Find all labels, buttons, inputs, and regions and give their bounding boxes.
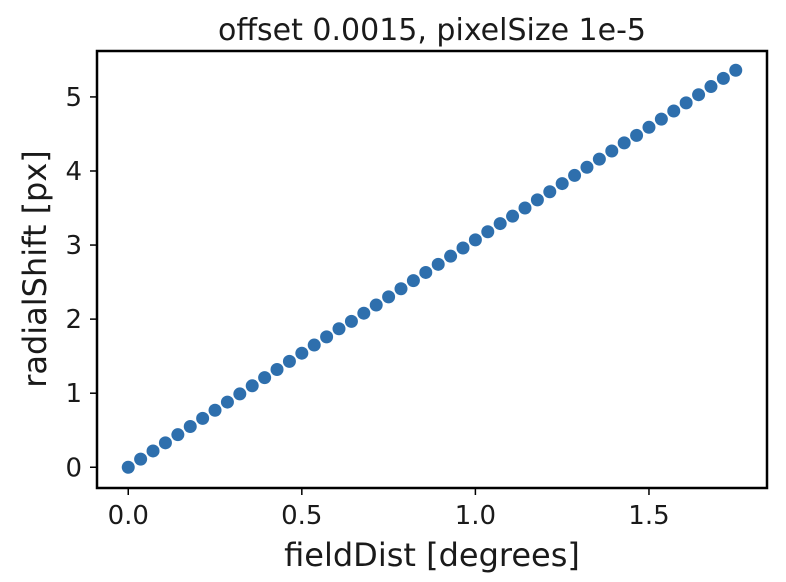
x-tick-label: 1.5 <box>628 501 669 531</box>
y-tick-label: 1 <box>65 379 82 409</box>
data-point <box>220 395 234 409</box>
x-tick-label: 0.0 <box>108 501 149 531</box>
data-point <box>580 160 594 174</box>
x-axis-ticks: 0.0 0.5 1.0 1.5 <box>108 488 670 531</box>
data-point <box>171 428 185 442</box>
data-point <box>245 379 259 393</box>
data-point <box>667 104 681 118</box>
data-point <box>394 282 408 296</box>
data-point <box>146 444 160 458</box>
data-point <box>282 354 296 368</box>
data-point <box>295 346 309 360</box>
data-point <box>555 177 569 191</box>
data-point <box>679 96 693 110</box>
data-point <box>270 362 284 376</box>
data-point <box>307 338 321 352</box>
data-points <box>121 63 743 474</box>
y-tick-label: 2 <box>65 305 82 335</box>
data-point <box>617 136 631 150</box>
data-point <box>493 217 507 231</box>
data-point <box>183 420 197 434</box>
data-point <box>654 112 668 126</box>
x-tick-label: 1.0 <box>455 501 496 531</box>
data-point <box>134 452 148 466</box>
data-point <box>196 411 210 425</box>
data-point <box>630 128 644 142</box>
x-tick-label: 0.5 <box>281 501 322 531</box>
data-point <box>444 249 458 263</box>
data-point <box>382 290 396 304</box>
plot-frame <box>95 49 769 490</box>
data-point <box>431 257 445 271</box>
y-tick-label: 4 <box>65 157 82 187</box>
data-point <box>568 168 582 182</box>
data-point <box>692 88 706 102</box>
data-point <box>704 80 718 94</box>
y-axis-label: radialShift [px] <box>16 150 54 388</box>
data-point <box>369 298 383 312</box>
data-point <box>530 193 544 207</box>
data-point <box>592 152 606 166</box>
data-point <box>729 63 743 77</box>
y-tick-label: 0 <box>65 453 82 483</box>
x-axis-label: fieldDist [degrees] <box>284 536 580 574</box>
data-point <box>406 274 420 288</box>
data-point <box>332 322 346 336</box>
data-point <box>258 371 272 385</box>
y-tick-label: 5 <box>65 83 82 113</box>
data-point <box>121 460 135 474</box>
data-point <box>456 241 470 255</box>
data-point <box>468 233 482 247</box>
data-point <box>518 201 532 215</box>
data-point <box>357 306 371 320</box>
data-point <box>642 120 656 134</box>
data-point <box>605 144 619 158</box>
data-point <box>506 209 520 223</box>
data-point <box>158 436 172 450</box>
y-tick-label: 3 <box>65 231 82 261</box>
y-axis-ticks: 0 1 2 3 4 5 <box>65 83 97 483</box>
data-point <box>481 225 495 239</box>
data-point <box>208 403 222 417</box>
data-point <box>419 265 433 279</box>
data-point <box>320 330 334 344</box>
data-point <box>543 185 557 199</box>
data-point <box>344 314 358 328</box>
data-point <box>716 71 730 85</box>
data-point <box>233 387 247 401</box>
chart-title: offset 0.0015, pixelSize 1e-5 <box>218 13 646 48</box>
